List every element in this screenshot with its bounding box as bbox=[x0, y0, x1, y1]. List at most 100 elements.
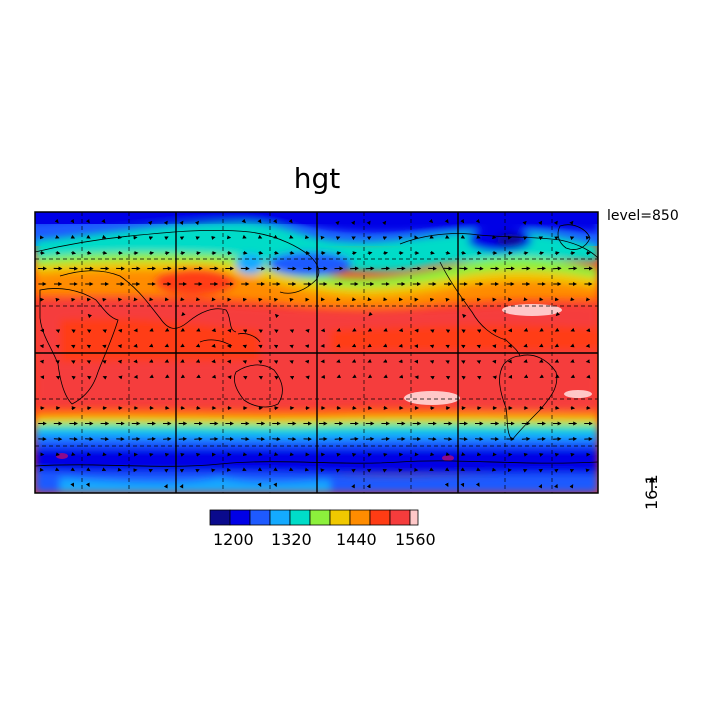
wind-vector bbox=[70, 218, 75, 224]
wind-vector bbox=[85, 218, 90, 224]
wind-vector bbox=[335, 236, 341, 241]
wind-vector bbox=[149, 327, 154, 332]
wind-vector bbox=[445, 234, 450, 239]
wind-vector bbox=[367, 343, 372, 348]
wind-vector bbox=[55, 329, 61, 334]
wind-vector bbox=[71, 250, 77, 255]
wind-vector bbox=[164, 236, 169, 241]
wind-vector bbox=[383, 327, 388, 332]
wind-vector bbox=[382, 236, 388, 241]
wind-vector bbox=[179, 236, 185, 241]
wind-vector bbox=[289, 234, 294, 239]
wind-vector bbox=[523, 374, 529, 379]
wind-vector bbox=[273, 482, 277, 488]
wind-vector bbox=[554, 359, 560, 363]
wind-vector bbox=[383, 374, 388, 379]
wind-vector bbox=[102, 344, 107, 349]
wind-vector bbox=[148, 359, 154, 363]
wind-vector bbox=[445, 360, 450, 364]
wind-vector bbox=[273, 467, 278, 472]
wind-vector bbox=[554, 251, 560, 256]
wind-vector bbox=[195, 359, 201, 363]
wind-vector bbox=[570, 327, 575, 332]
wind-vector bbox=[367, 327, 373, 332]
wind-vector bbox=[258, 250, 264, 255]
wind-vector bbox=[196, 452, 201, 457]
wind-vector bbox=[569, 468, 575, 473]
wind-vector bbox=[476, 344, 482, 349]
wind-vector bbox=[429, 344, 435, 349]
wind-vector bbox=[522, 220, 527, 226]
wind-vector bbox=[85, 482, 90, 487]
wind-vector bbox=[351, 236, 356, 241]
wind-vector bbox=[180, 453, 185, 457]
wind-vector bbox=[554, 483, 558, 489]
wind-vector bbox=[70, 360, 76, 364]
colorbar-swatch bbox=[209, 509, 231, 526]
wind-vector bbox=[196, 327, 201, 332]
wind-vector bbox=[538, 220, 543, 226]
wind-vector bbox=[273, 344, 279, 349]
wind-vector bbox=[180, 359, 185, 363]
wind-vector bbox=[179, 220, 184, 226]
wind-vector bbox=[366, 236, 372, 241]
wind-vector bbox=[335, 220, 340, 226]
wind-vector bbox=[274, 313, 280, 319]
wind-vector bbox=[101, 234, 107, 239]
wind-vector bbox=[367, 251, 373, 256]
wind-vector bbox=[196, 251, 201, 256]
wind-vector bbox=[460, 360, 466, 364]
wind-vector bbox=[195, 343, 201, 348]
wind-vector bbox=[523, 327, 529, 332]
wind-vector bbox=[476, 250, 482, 255]
wind-vector bbox=[382, 359, 388, 363]
wind-vector bbox=[351, 251, 357, 256]
wind-vector bbox=[554, 453, 560, 457]
wind-vector bbox=[70, 234, 76, 239]
wind-vector bbox=[101, 467, 107, 472]
wind-vector bbox=[569, 484, 574, 489]
wind-vector bbox=[366, 483, 371, 489]
wind-vector bbox=[336, 251, 342, 256]
wind-vector bbox=[102, 250, 108, 255]
wind-vector bbox=[164, 251, 170, 256]
wind-vector bbox=[570, 343, 575, 348]
wind-vector bbox=[258, 344, 263, 349]
wind-vector bbox=[351, 468, 356, 473]
wind-vector bbox=[274, 329, 279, 334]
reference-vector-label: 16.1 bbox=[642, 474, 661, 510]
lat-lon-grid bbox=[34, 211, 599, 494]
wind-vector bbox=[368, 311, 373, 317]
wind-vector bbox=[445, 376, 451, 380]
wind-vector bbox=[163, 484, 168, 489]
wind-vector bbox=[273, 360, 279, 364]
wind-vector bbox=[570, 374, 576, 379]
wind-vector bbox=[461, 344, 466, 349]
wind-vector bbox=[444, 218, 449, 224]
wind-vector bbox=[165, 374, 170, 379]
wind-vector bbox=[241, 218, 246, 224]
wind-vector bbox=[242, 344, 248, 349]
wind-vector bbox=[86, 250, 92, 255]
wind-vector bbox=[523, 236, 528, 241]
wind-vector bbox=[461, 375, 466, 380]
wind-vector bbox=[71, 329, 76, 334]
wind-vector bbox=[196, 374, 201, 379]
wind-vector bbox=[475, 218, 480, 224]
wind-vector bbox=[554, 327, 560, 332]
wind-vector bbox=[55, 344, 60, 349]
colorbar-tick-label: 1440 bbox=[336, 530, 377, 549]
wind-vector bbox=[335, 468, 341, 473]
wind-vector bbox=[148, 236, 154, 241]
wind-vector bbox=[461, 452, 466, 456]
wind-vector bbox=[382, 220, 387, 226]
wind-vector bbox=[257, 482, 262, 487]
wind-vector bbox=[382, 468, 388, 473]
wind-vector bbox=[180, 343, 185, 348]
wind-vector bbox=[86, 329, 92, 334]
wind-vector bbox=[289, 360, 294, 364]
wind-vector bbox=[242, 452, 248, 457]
wind-vector bbox=[554, 236, 559, 241]
wind-vector bbox=[55, 234, 60, 239]
wind-vector bbox=[539, 453, 544, 457]
